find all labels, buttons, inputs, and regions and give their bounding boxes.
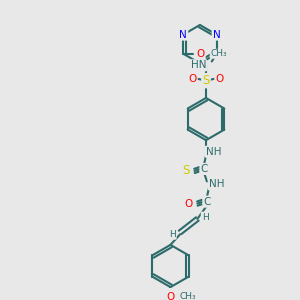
Text: CH₃: CH₃ xyxy=(179,292,196,300)
Text: HN: HN xyxy=(190,60,206,70)
Text: N: N xyxy=(179,30,187,40)
Text: C: C xyxy=(203,196,211,207)
Text: O: O xyxy=(215,74,223,84)
Text: S: S xyxy=(182,164,190,177)
Text: C: C xyxy=(200,164,208,174)
Text: NH: NH xyxy=(206,147,221,157)
Text: CH₃: CH₃ xyxy=(210,49,227,58)
Text: O: O xyxy=(196,49,205,59)
Text: NH: NH xyxy=(209,179,224,189)
Text: H: H xyxy=(169,230,176,239)
Text: N: N xyxy=(213,30,220,40)
Text: O: O xyxy=(166,292,175,300)
Text: S: S xyxy=(202,74,210,87)
Text: H: H xyxy=(202,212,208,221)
Text: O: O xyxy=(184,199,193,208)
Text: O: O xyxy=(188,74,197,84)
